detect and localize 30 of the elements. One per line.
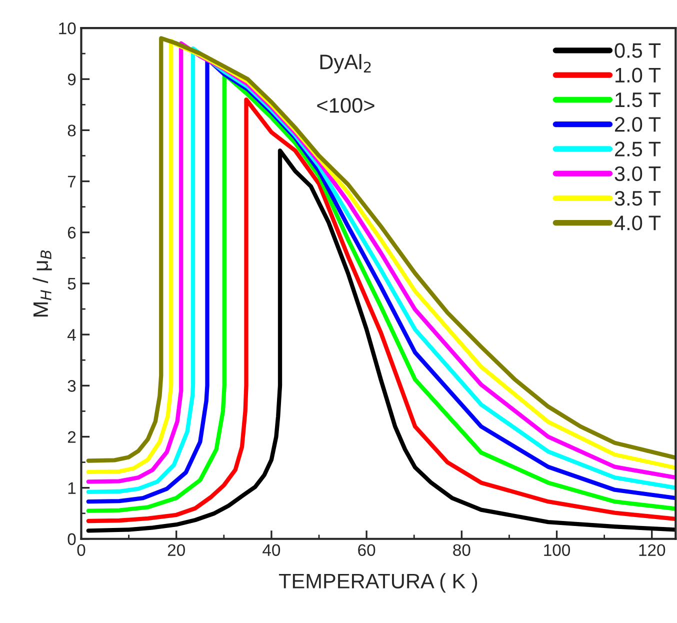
x-tick-label: 20	[168, 544, 185, 556]
y-tick-label: 5	[68, 278, 76, 290]
legend-label: 2.5 T	[615, 142, 661, 156]
x-tick-label: 100	[544, 544, 570, 556]
y-tick-label: 9	[68, 74, 76, 86]
y-tick-label: 2	[68, 431, 76, 443]
x-tick-label: 0	[77, 544, 86, 556]
x-tick-label: 60	[358, 544, 376, 556]
y-tick-label: 1	[68, 482, 76, 494]
x-axis-title: TEMPERATURA ( K )	[278, 573, 478, 593]
y-tick-label: 3	[68, 380, 76, 392]
x-tick-label: 80	[453, 544, 470, 556]
legend-label: 3.0 T	[614, 166, 661, 182]
legend-label: 1.0 T	[616, 68, 661, 83]
legend-label: 2.0 T	[615, 117, 661, 132]
y-tick-label: 0	[68, 533, 76, 546]
annotation: <100>	[317, 98, 374, 113]
legend-label: 1.5 T	[616, 92, 661, 108]
y-tick-label: 10	[59, 22, 76, 34]
y-tick-label: 6	[68, 226, 76, 239]
x-tick-label: 120	[639, 544, 666, 556]
legend-label: 0.5 T	[614, 43, 661, 58]
legend-label: 4.0 T	[614, 216, 661, 230]
x-tick-label: 40	[262, 544, 280, 556]
annotation: DyAl$_{2}$	[320, 54, 371, 74]
y-tick-label: 4	[67, 329, 76, 341]
legend-label: 3.5 T	[614, 190, 661, 206]
y-tick-label: 7	[68, 176, 76, 188]
y-axis-title: M$_{H}$ / μ$_{B}$	[32, 250, 52, 316]
y-tick-label: 8	[68, 124, 76, 136]
